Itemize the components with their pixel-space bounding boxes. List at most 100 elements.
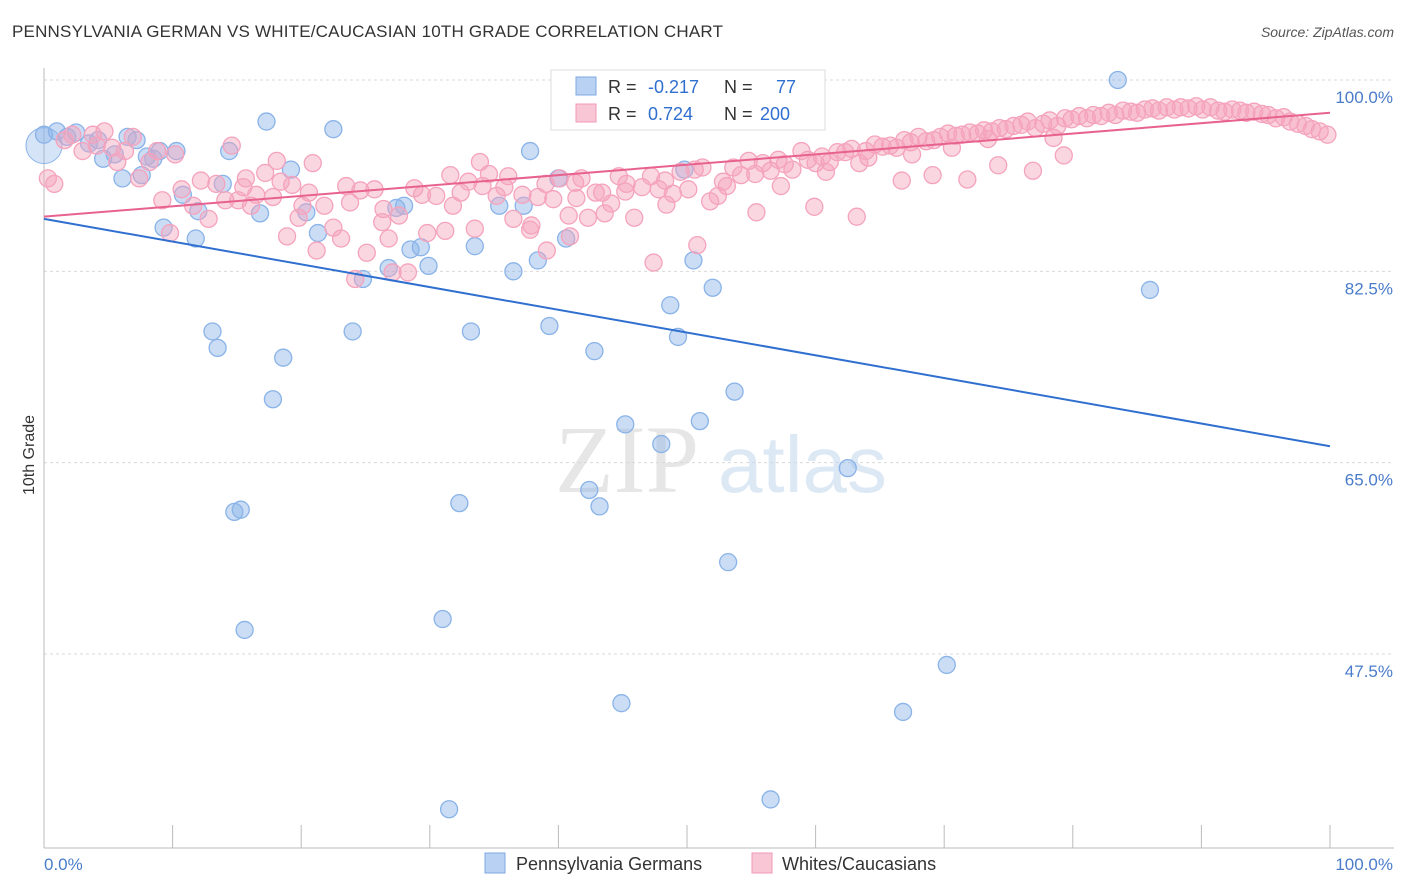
axis-labels: 100.0% 82.5% 65.0% 47.5% 0.0% 100.0% bbox=[44, 88, 1393, 874]
point-whites-caucasians-189 bbox=[234, 177, 253, 197]
point-whites-caucasians-54 bbox=[436, 221, 455, 241]
point-whites-caucasians-200 bbox=[657, 195, 676, 214]
point-whites-caucasians-174 bbox=[520, 220, 540, 239]
point-whites-caucasians-206 bbox=[942, 138, 962, 157]
point-whites-caucasians-145 bbox=[1113, 101, 1133, 120]
legend-swatch-blue bbox=[575, 76, 597, 96]
point-whites-caucasians-195 bbox=[441, 165, 460, 185]
point-whites-caucasians-176 bbox=[560, 227, 580, 246]
point-whites-caucasians-74 bbox=[586, 183, 605, 202]
point-whites-caucasians-86 bbox=[679, 180, 698, 199]
point-whites-caucasians-40 bbox=[331, 229, 351, 248]
point-whites-caucasians-93 bbox=[731, 165, 751, 185]
legend-label-whites-caucasians: Whites/Caucasians bbox=[782, 854, 936, 874]
point-whites-caucasians-22 bbox=[207, 174, 226, 194]
point-whites-caucasians-190 bbox=[267, 151, 286, 171]
point-pennsylvania-germans-73 bbox=[719, 553, 738, 572]
axes bbox=[43, 68, 1394, 849]
point-whites-caucasians-208 bbox=[1044, 128, 1063, 148]
point-whites-caucasians-50 bbox=[398, 263, 418, 282]
point-whites-caucasians-58 bbox=[465, 219, 484, 238]
point-pennsylvania-germans-cluster bbox=[25, 127, 63, 165]
point-whites-caucasians-68 bbox=[544, 190, 563, 209]
point-pennsylvania-germans-28 bbox=[257, 112, 276, 131]
chart-title: PENNSYLVANIA GERMAN VS WHITE/CAUCASIAN 1… bbox=[12, 22, 724, 41]
legend-r-label-pink: R = bbox=[608, 104, 637, 124]
trend-lines bbox=[43, 111, 1331, 448]
point-whites-caucasians-70 bbox=[559, 206, 578, 225]
point-pennsylvania-germans-79 bbox=[937, 655, 956, 675]
point-whites-caucasians-198 bbox=[567, 188, 586, 208]
point-whites-caucasians-21 bbox=[199, 209, 218, 229]
legend-n-value-blue: 77 bbox=[776, 77, 796, 97]
point-pennsylvania-germans-77 bbox=[838, 458, 857, 478]
point-pennsylvania-germans-29 bbox=[263, 390, 283, 409]
point-pennsylvania-germans-67 bbox=[661, 296, 680, 315]
point-pennsylvania-germans-20 bbox=[203, 322, 222, 341]
point-whites-caucasians-160 bbox=[1223, 100, 1242, 119]
point-pennsylvania-germans-26 bbox=[235, 620, 254, 640]
point-whites-caucasians-10 bbox=[115, 141, 135, 161]
point-whites-caucasians-6 bbox=[87, 136, 106, 155]
point-whites-caucasians-146 bbox=[1121, 102, 1140, 121]
point-whites-caucasians-36 bbox=[299, 183, 319, 202]
point-whites-caucasians-73 bbox=[578, 208, 598, 227]
point-pennsylvania-germans-72 bbox=[703, 278, 722, 297]
point-whites-caucasians-194 bbox=[405, 179, 424, 198]
trend-line-whites-caucasians bbox=[43, 111, 1331, 218]
point-whites-caucasians-52 bbox=[418, 223, 437, 243]
legend-swatch-pennsylvania-germans bbox=[484, 852, 506, 874]
point-whites-caucasians-148 bbox=[1135, 100, 1154, 119]
point-pennsylvania-germans-18 bbox=[186, 229, 205, 248]
point-pennsylvania-germans-66 bbox=[652, 434, 671, 454]
watermark: ZIP atlas bbox=[555, 406, 887, 513]
point-whites-caucasians-112 bbox=[873, 137, 892, 156]
point-pennsylvania-germans-8 bbox=[113, 169, 132, 188]
point-whites-caucasians-100 bbox=[783, 160, 802, 179]
point-pennsylvania-germans-53 bbox=[540, 316, 559, 336]
point-whites-caucasians-197 bbox=[499, 167, 518, 186]
point-pennsylvania-germans-39 bbox=[394, 196, 414, 215]
y-axis-title: 10th Grade bbox=[21, 415, 38, 495]
point-pennsylvania-germans-35 bbox=[343, 322, 362, 341]
point-pennsylvania-germans-81 bbox=[1140, 280, 1160, 300]
point-whites-caucasians-177 bbox=[595, 204, 614, 223]
point-whites-caucasians-191 bbox=[303, 153, 322, 173]
point-whites-caucasians-32 bbox=[277, 227, 297, 246]
point-pennsylvania-germans-45 bbox=[450, 493, 469, 513]
y-tick-label-2: 65.0% bbox=[1345, 471, 1393, 490]
point-pennsylvania-germans-58 bbox=[590, 497, 609, 516]
point-whites-caucasians-202 bbox=[771, 176, 791, 196]
point-whites-caucasians-7 bbox=[95, 122, 114, 141]
point-pennsylvania-germans-74 bbox=[725, 382, 744, 401]
point-whites-caucasians-37 bbox=[307, 241, 326, 260]
legend-r-label-blue: R = bbox=[608, 77, 637, 97]
point-whites-caucasians-92 bbox=[724, 158, 743, 177]
x-tick-label-1: 100.0% bbox=[1335, 855, 1393, 874]
legend-n-label-blue: N = bbox=[724, 77, 753, 97]
point-whites-caucasians-53 bbox=[427, 186, 446, 206]
stats-legend: R = -0.217 N = 77 R = 0.724 N = 200 bbox=[550, 69, 826, 131]
point-whites-caucasians-179 bbox=[688, 235, 707, 255]
y-tick-label-0: 100.0% bbox=[1335, 88, 1393, 107]
point-pennsylvania-germans-80 bbox=[1108, 70, 1127, 90]
point-whites-caucasians-153 bbox=[1171, 98, 1190, 117]
point-whites-caucasians-18 bbox=[172, 180, 191, 199]
point-whites-caucasians-27 bbox=[241, 196, 261, 215]
point-pennsylvania-germans-47 bbox=[465, 237, 484, 256]
point-whites-caucasians-69 bbox=[550, 169, 569, 188]
grid-lines bbox=[44, 79, 1394, 655]
point-pennsylvania-germans-62 bbox=[616, 415, 635, 434]
point-whites-caucasians-203 bbox=[816, 162, 836, 181]
point-whites-caucasians-188 bbox=[1054, 146, 1073, 165]
legend-r-value-pink: 0.724 bbox=[648, 104, 693, 124]
point-whites-caucasians-187 bbox=[1023, 161, 1043, 180]
point-whites-caucasians-185 bbox=[958, 170, 977, 189]
point-pennsylvania-germans-57 bbox=[585, 341, 604, 361]
point-whites-caucasians-178 bbox=[644, 253, 663, 272]
watermark-zip: ZIP bbox=[555, 406, 699, 513]
point-whites-caucasians-44 bbox=[357, 243, 376, 262]
point-whites-caucasians-137 bbox=[1055, 109, 1075, 128]
point-pennsylvania-germans-71 bbox=[690, 411, 710, 431]
